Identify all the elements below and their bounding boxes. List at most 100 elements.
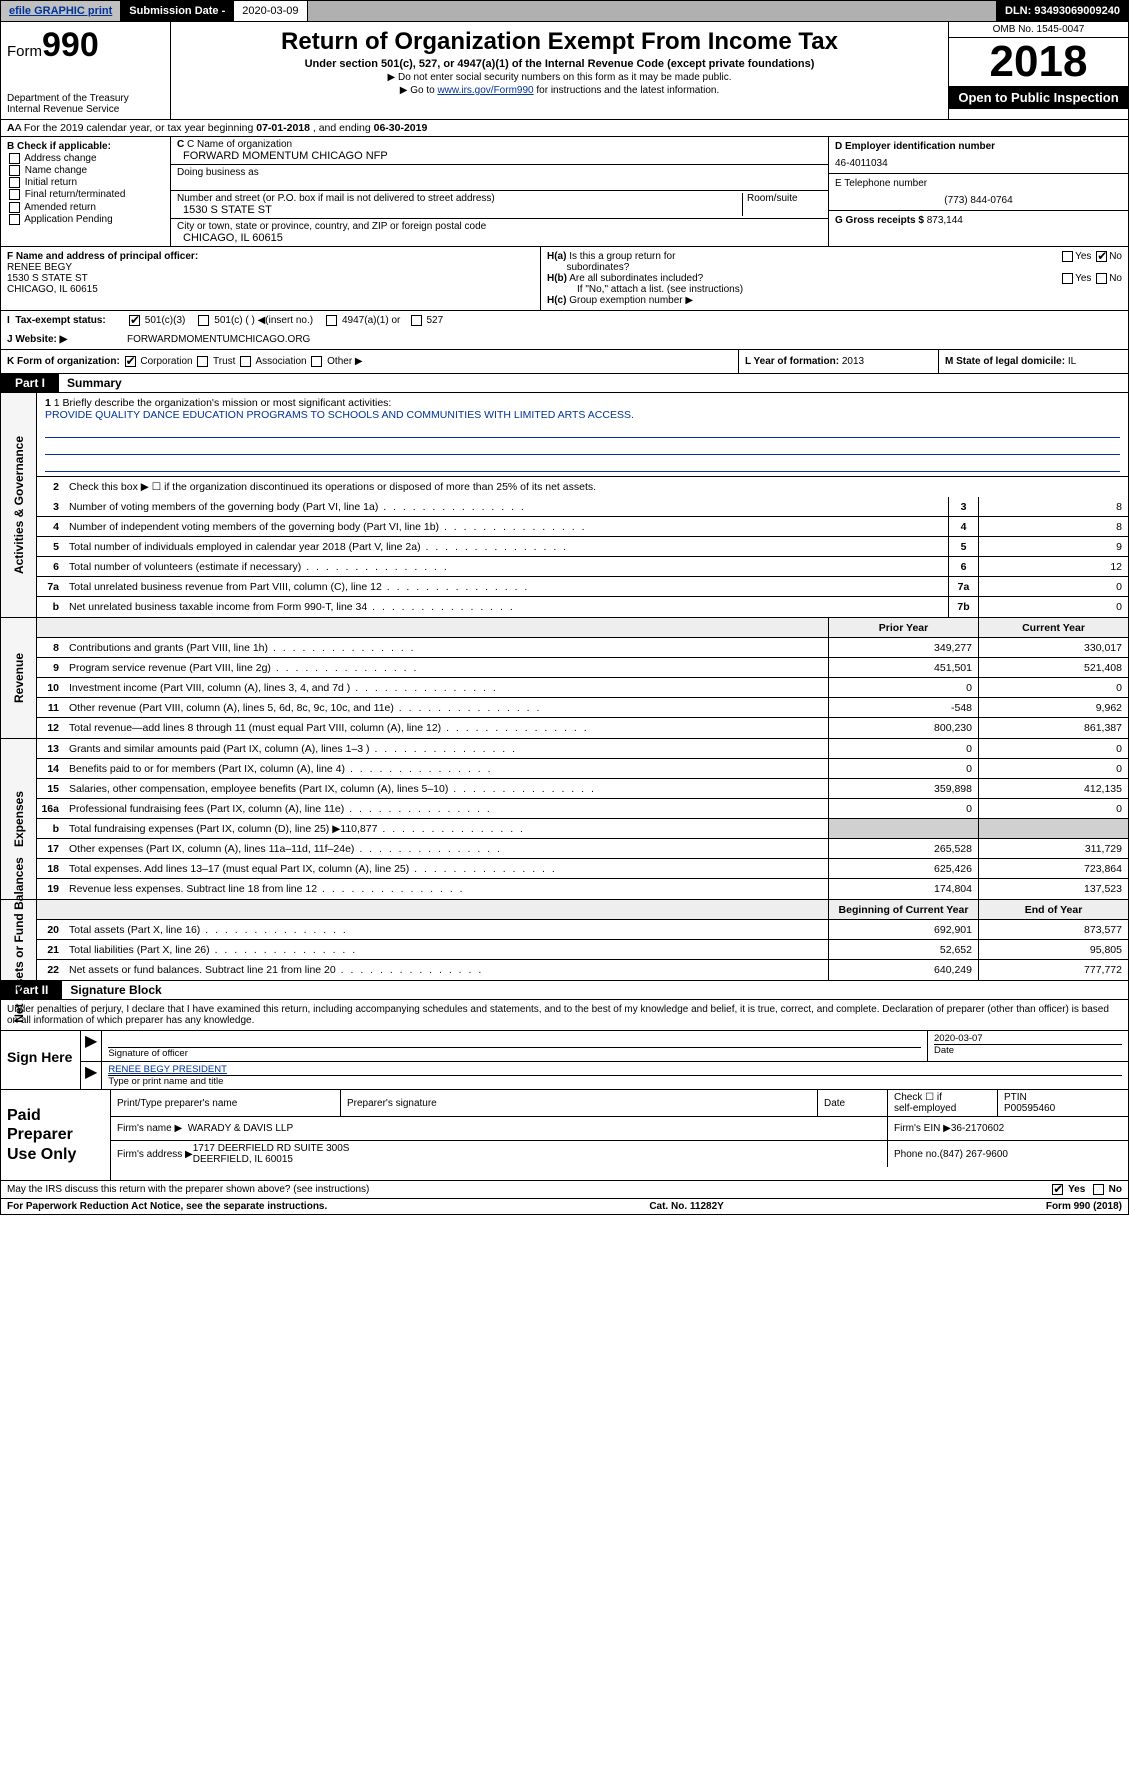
c-name-label: C C Name of organization bbox=[177, 139, 822, 150]
table-row: 9Program service revenue (Part VIII, lin… bbox=[37, 658, 1128, 678]
hb-question: H(b) Are all subordinates included? Yes … bbox=[547, 273, 1122, 284]
cb-initial-return[interactable]: Initial return bbox=[7, 177, 164, 188]
cb-527[interactable] bbox=[411, 315, 422, 326]
table-row: 19Revenue less expenses. Subtract line 1… bbox=[37, 879, 1128, 899]
form-title: Return of Organization Exempt From Incom… bbox=[177, 28, 942, 56]
expenses-section: Expenses 13Grants and similar amounts pa… bbox=[0, 739, 1129, 900]
dba-label: Doing business as bbox=[177, 167, 822, 178]
efile-link[interactable]: efile GRAPHIC print bbox=[1, 1, 121, 21]
row-i: I Tax-exempt status: 501(c)(3) 501(c) ( … bbox=[0, 311, 1129, 330]
table-row: 10Investment income (Part VIII, column (… bbox=[37, 678, 1128, 698]
addr-label: Number and street (or P.O. box if mail i… bbox=[177, 193, 742, 204]
sig-date-value: 2020-03-07 bbox=[934, 1033, 1122, 1044]
g-gross-label: G Gross receipts $ bbox=[835, 215, 924, 226]
note-link: ▶ Go to www.irs.gov/Form990 for instruct… bbox=[177, 85, 942, 96]
cb-name-change[interactable]: Name change bbox=[7, 165, 164, 176]
cb-final-return[interactable]: Final return/terminated bbox=[7, 189, 164, 200]
cb-discuss-yes[interactable] bbox=[1052, 1184, 1063, 1195]
cb-discuss-no[interactable] bbox=[1093, 1184, 1104, 1195]
row-a-tax-year: AA For the 2019 calendar year, or tax ye… bbox=[0, 120, 1129, 137]
ha-question: H(a) Is this a group return for Yes No s… bbox=[547, 251, 1122, 273]
row-f-h: F Name and address of principal officer:… bbox=[0, 247, 1129, 311]
row-k: K Form of organization: Corporation Trus… bbox=[0, 350, 1129, 374]
discuss-row: May the IRS discuss this return with the… bbox=[0, 1181, 1129, 1199]
e-phone-label: E Telephone number bbox=[835, 178, 1122, 189]
j-value: FORWARDMOMENTUMCHICAGO.ORG bbox=[121, 330, 316, 349]
table-row: bTotal fundraising expenses (Part IX, co… bbox=[37, 819, 1128, 839]
table-row: 15Salaries, other compensation, employee… bbox=[37, 779, 1128, 799]
g-gross-value: 873,144 bbox=[927, 215, 963, 226]
room-label: Room/suite bbox=[747, 193, 822, 204]
sig-date-label: Date bbox=[934, 1044, 1122, 1056]
subdate-label: Submission Date - bbox=[121, 1, 234, 21]
paid-preparer-block: Paid Preparer Use Only Print/Type prepar… bbox=[0, 1090, 1129, 1181]
c-name-value: FORWARD MOMENTUM CHICAGO NFP bbox=[177, 150, 822, 162]
hc-label: H(c) Group exemption number ▶ bbox=[547, 295, 1122, 306]
sign-here-block: Sign Here ▶ Signature of officer 2020-03… bbox=[0, 1031, 1129, 1090]
row-j: J Website: ▶ FORWARDMOMENTUMCHICAGO.ORG bbox=[0, 330, 1129, 350]
table-row: 3Number of voting members of the governi… bbox=[37, 497, 1128, 517]
officer-name[interactable]: RENEE BEGY PRESIDENT bbox=[108, 1064, 227, 1075]
f-value: RENEE BEGY 1530 S STATE ST CHICAGO, IL 6… bbox=[7, 262, 534, 295]
table-row: 21Total liabilities (Part X, line 26)52,… bbox=[37, 940, 1128, 960]
revenue-section: Revenue Prior Year Current Year 8Contrib… bbox=[0, 618, 1129, 739]
part1-header: Part I Summary bbox=[0, 374, 1129, 393]
table-row: 22Net assets or fund balances. Subtract … bbox=[37, 960, 1128, 980]
table-row: 8Contributions and grants (Part VIII, li… bbox=[37, 638, 1128, 658]
dln: DLN: 93493069009240 bbox=[997, 1, 1128, 21]
sig-officer-label: Signature of officer bbox=[108, 1047, 921, 1059]
spacer bbox=[308, 1, 997, 21]
d-ein-value: 46-4011034 bbox=[835, 158, 1122, 169]
cb-trust[interactable] bbox=[197, 356, 208, 367]
table-row: 5Total number of individuals employed in… bbox=[37, 537, 1128, 557]
hb-note: If "No," attach a list. (see instruction… bbox=[547, 284, 1122, 295]
form-subtitle: Under section 501(c), 527, or 4947(a)(1)… bbox=[177, 58, 942, 70]
city-label: City or town, state or province, country… bbox=[177, 221, 822, 232]
f-label: F Name and address of principal officer: bbox=[7, 251, 198, 262]
table-row: 13Grants and similar amounts paid (Part … bbox=[37, 739, 1128, 759]
name-title-label: Type or print name and title bbox=[108, 1075, 1122, 1087]
table-row: 18Total expenses. Add lines 13–17 (must … bbox=[37, 859, 1128, 879]
part2-header: Part II Signature Block bbox=[0, 981, 1129, 1000]
subdate-value: 2020-03-09 bbox=[234, 1, 307, 21]
j-label: J Website: ▶ bbox=[1, 330, 121, 349]
table-row: 6Total number of volunteers (estimate if… bbox=[37, 557, 1128, 577]
omb-number: OMB No. 1545-0047 bbox=[949, 22, 1128, 38]
form-header: Form990 Department of the Treasury Inter… bbox=[0, 22, 1129, 120]
cb-address-change[interactable]: Address change bbox=[7, 153, 164, 164]
table-row: 7aTotal unrelated business revenue from … bbox=[37, 577, 1128, 597]
note-ssn: ▶ Do not enter social security numbers o… bbox=[177, 72, 942, 83]
cb-501c[interactable] bbox=[198, 315, 209, 326]
cb-4947[interactable] bbox=[326, 315, 337, 326]
irs-link[interactable]: www.irs.gov/Form990 bbox=[437, 85, 533, 96]
city-value: CHICAGO, IL 60615 bbox=[177, 232, 822, 244]
table-row: 12Total revenue—add lines 8 through 11 (… bbox=[37, 718, 1128, 738]
d-ein-label: D Employer identification number bbox=[835, 141, 1122, 152]
form-number: Form990 bbox=[7, 26, 164, 65]
e-phone-value: (773) 844-0764 bbox=[835, 195, 1122, 206]
table-row: 20Total assets (Part X, line 16)692,9018… bbox=[37, 920, 1128, 940]
open-public-badge: Open to Public Inspection bbox=[949, 86, 1128, 109]
table-row: 4Number of independent voting members of… bbox=[37, 517, 1128, 537]
q2-text: Check this box ▶ ☐ if the organization d… bbox=[65, 479, 1128, 495]
cb-amended[interactable]: Amended return bbox=[7, 202, 164, 213]
cb-other[interactable] bbox=[311, 356, 322, 367]
table-row: 14Benefits paid to or for members (Part … bbox=[37, 759, 1128, 779]
cb-assoc[interactable] bbox=[240, 356, 251, 367]
i-label: I Tax-exempt status: bbox=[1, 311, 121, 330]
table-row: 17Other expenses (Part IX, column (A), l… bbox=[37, 839, 1128, 859]
cb-corp[interactable] bbox=[125, 356, 136, 367]
dept-treasury: Department of the Treasury Internal Reve… bbox=[7, 93, 164, 115]
governance-section: Activities & Governance 1 1 Briefly desc… bbox=[0, 393, 1129, 618]
cb-app-pending[interactable]: Application Pending bbox=[7, 214, 164, 225]
top-bar: efile GRAPHIC print Submission Date - 20… bbox=[0, 0, 1129, 22]
col-b-checkboxes: B Check if applicable: Address change Na… bbox=[1, 137, 171, 246]
table-row: bNet unrelated business taxable income f… bbox=[37, 597, 1128, 617]
cb-501c3[interactable] bbox=[129, 315, 140, 326]
page-footer: For Paperwork Reduction Act Notice, see … bbox=[0, 1199, 1129, 1215]
q1-label: 1 Briefly describe the organization's mi… bbox=[54, 397, 392, 409]
info-grid: B Check if applicable: Address change Na… bbox=[0, 137, 1129, 247]
netassets-section: Net Assets or Fund Balances Beginning of… bbox=[0, 900, 1129, 981]
table-row: 16aProfessional fundraising fees (Part I… bbox=[37, 799, 1128, 819]
mission-text: PROVIDE QUALITY DANCE EDUCATION PROGRAMS… bbox=[45, 409, 1120, 421]
